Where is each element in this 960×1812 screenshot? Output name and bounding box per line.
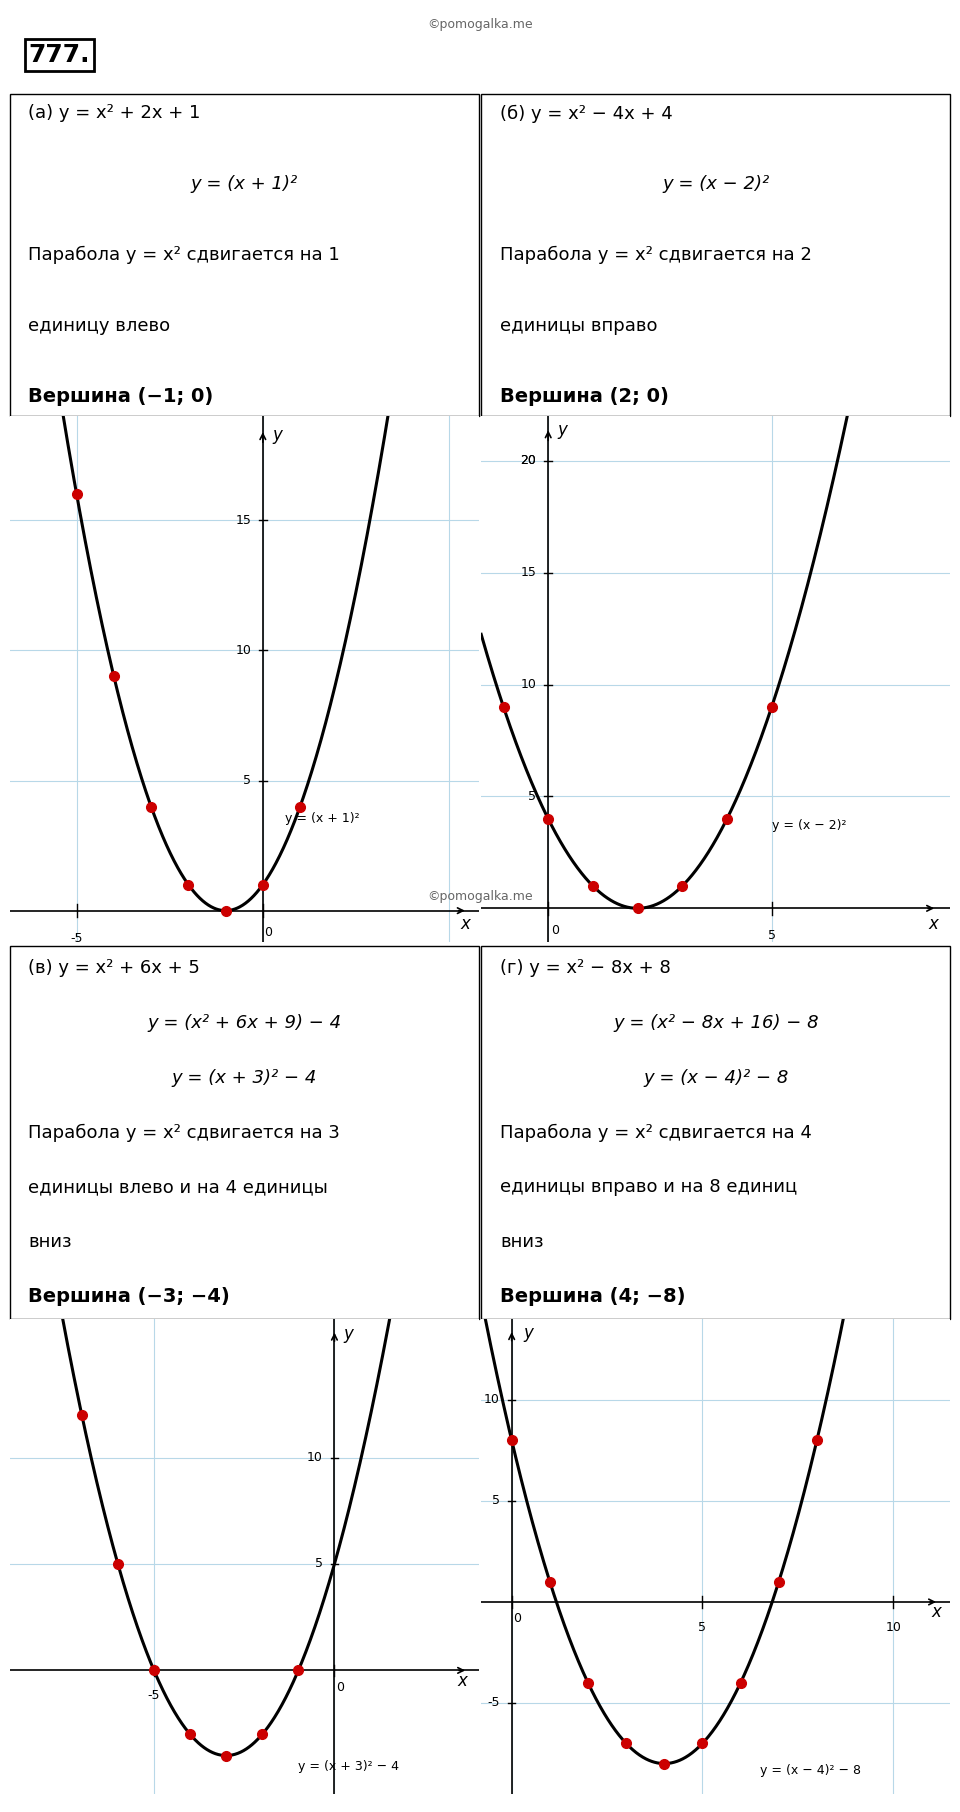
Text: y = (x² + 6x + 9) − 4: y = (x² + 6x + 9) − 4 — [147, 1015, 341, 1033]
Text: 0: 0 — [264, 926, 273, 939]
Text: $x$: $x$ — [457, 1672, 469, 1691]
Text: Парабола y = x² сдвигается на 1: Парабола y = x² сдвигается на 1 — [29, 246, 340, 265]
Text: -5: -5 — [488, 1696, 500, 1709]
Text: 777.: 777. — [29, 43, 90, 67]
Text: y = (x + 3)² − 4: y = (x + 3)² − 4 — [172, 1069, 317, 1087]
Text: $y$: $y$ — [523, 1326, 536, 1345]
Text: ©pomogalka.me: ©pomogalka.me — [427, 18, 533, 31]
Text: единицы влево и на 4 единицы: единицы влево и на 4 единицы — [29, 1178, 328, 1196]
Text: 10: 10 — [520, 678, 537, 690]
Text: 20: 20 — [520, 455, 537, 467]
Text: $y$: $y$ — [557, 422, 569, 440]
Text: 0: 0 — [514, 1613, 521, 1625]
Text: y = (x + 3)² − 4: y = (x + 3)² − 4 — [299, 1759, 399, 1772]
Text: Вершина (2; 0): Вершина (2; 0) — [500, 388, 669, 406]
Text: y = (x + 1)²: y = (x + 1)² — [285, 812, 360, 824]
Text: 5: 5 — [492, 1495, 500, 1508]
Text: единицы вправо: единицы вправо — [500, 317, 658, 335]
Text: Вершина (−1; 0): Вершина (−1; 0) — [29, 388, 214, 406]
Text: 5: 5 — [528, 790, 537, 803]
Text: Парабола y = x² сдвигается на 2: Парабола y = x² сдвигается на 2 — [500, 246, 812, 265]
Text: 5: 5 — [699, 1622, 707, 1634]
Text: $y$: $y$ — [344, 1326, 356, 1345]
Text: y = (x + 1)²: y = (x + 1)² — [191, 176, 298, 194]
Text: y = (x² − 8x + 16) − 8: y = (x² − 8x + 16) − 8 — [613, 1015, 819, 1033]
Text: ©pomogalka.me: ©pomogalka.me — [427, 890, 533, 904]
Text: -5: -5 — [70, 931, 83, 944]
Text: y = (x − 4)² − 8: y = (x − 4)² − 8 — [759, 1763, 861, 1776]
Text: Парабола y = x² сдвигается на 4: Парабола y = x² сдвигается на 4 — [500, 1123, 812, 1142]
Text: $x$: $x$ — [931, 1604, 944, 1622]
Text: (в) y = x² + 6x + 5: (в) y = x² + 6x + 5 — [29, 960, 201, 977]
Text: Вершина (4; −8): Вершина (4; −8) — [500, 1287, 685, 1306]
Text: 10: 10 — [885, 1622, 901, 1634]
Text: 10: 10 — [484, 1393, 500, 1406]
Text: 15: 15 — [235, 515, 252, 527]
Text: 10: 10 — [235, 643, 252, 658]
Text: -5: -5 — [148, 1689, 160, 1703]
Text: вниз: вниз — [500, 1232, 543, 1250]
Text: 15: 15 — [520, 567, 537, 580]
Text: 5: 5 — [315, 1558, 323, 1571]
Text: 20: 20 — [520, 455, 537, 467]
Text: единицу влево: единицу влево — [29, 317, 171, 335]
Text: единицы вправо и на 8 единиц: единицы вправо и на 8 единиц — [500, 1178, 797, 1196]
Text: y = (x − 2)²: y = (x − 2)² — [662, 176, 769, 194]
Text: 10: 10 — [307, 1451, 323, 1464]
Text: Парабола y = x² сдвигается на 3: Парабола y = x² сдвигается на 3 — [29, 1123, 340, 1142]
Text: y = (x − 2)²: y = (x − 2)² — [772, 819, 846, 832]
Text: 5: 5 — [768, 930, 776, 942]
Text: 0: 0 — [336, 1682, 344, 1694]
Text: (г) y = x² − 8x + 8: (г) y = x² − 8x + 8 — [500, 960, 671, 977]
Text: $y$: $y$ — [272, 428, 284, 446]
Text: (б) y = x² − 4x + 4: (б) y = x² − 4x + 4 — [500, 105, 673, 123]
Text: (а) y = x² + 2x + 1: (а) y = x² + 2x + 1 — [29, 105, 201, 123]
Text: Вершина (−3; −4): Вершина (−3; −4) — [29, 1287, 230, 1306]
Text: $x$: $x$ — [928, 915, 941, 933]
Text: 0: 0 — [551, 924, 559, 937]
Text: $x$: $x$ — [460, 915, 472, 933]
Text: y = (x − 4)² − 8: y = (x − 4)² − 8 — [643, 1069, 788, 1087]
Text: вниз: вниз — [29, 1232, 72, 1250]
Text: 5: 5 — [243, 774, 252, 786]
